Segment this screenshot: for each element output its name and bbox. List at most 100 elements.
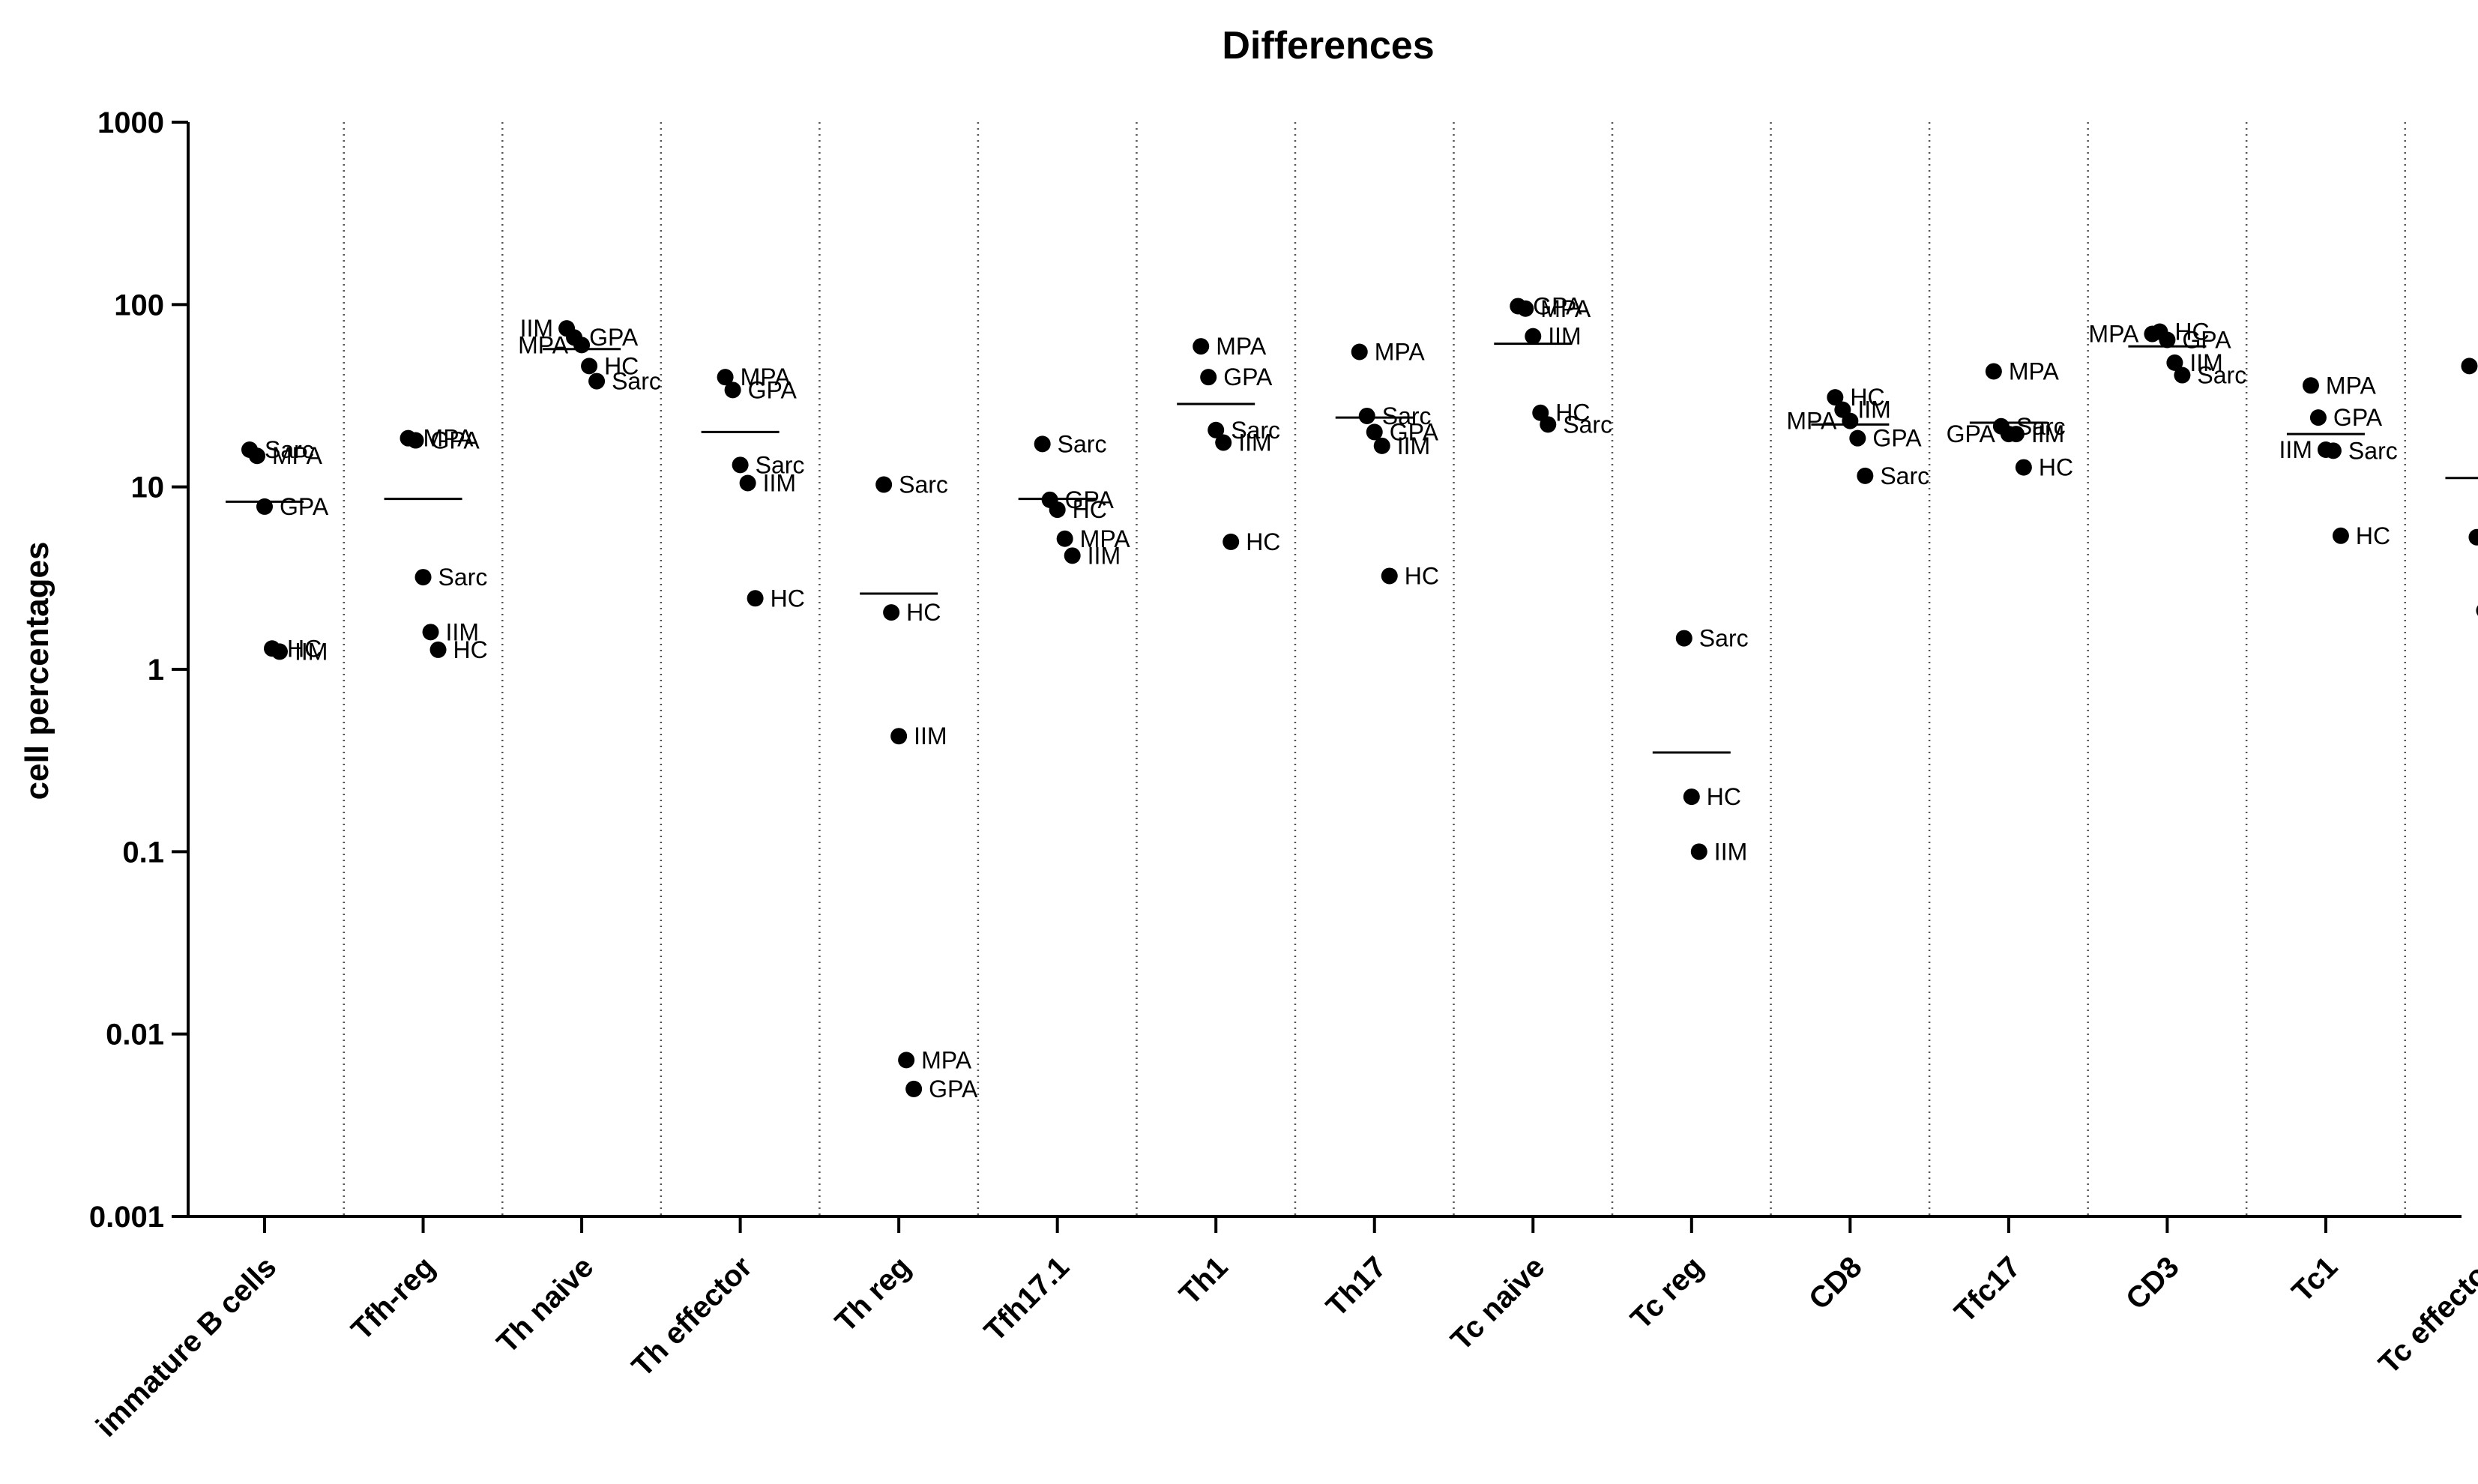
y-tick-label: 1 bbox=[148, 654, 164, 687]
point-label: IIM bbox=[2031, 420, 2064, 447]
point-label: IIM bbox=[446, 618, 479, 645]
x-tick-label: Tc effector bbox=[2372, 1250, 2478, 1381]
data-point bbox=[747, 590, 764, 607]
point-label: HC bbox=[604, 352, 639, 379]
point-label: MPA bbox=[518, 331, 569, 358]
point-label: MPA bbox=[1216, 333, 1267, 360]
data-point bbox=[1842, 412, 1859, 429]
group-tfc17: MPA Sarc GPA IIM HC bbox=[1947, 358, 2073, 481]
y-tick-label: 10 bbox=[131, 471, 165, 504]
data-point bbox=[1200, 369, 1217, 386]
point-label: HC bbox=[1555, 399, 1590, 426]
y-tick-label: 0.001 bbox=[89, 1201, 164, 1234]
data-point bbox=[1366, 423, 1383, 441]
point-label: HC bbox=[453, 636, 488, 663]
point-label: MPA bbox=[1080, 525, 1131, 552]
point-label: IIM bbox=[1088, 542, 1121, 569]
point-label: Sarc bbox=[1382, 402, 1432, 429]
data-point bbox=[1683, 788, 1700, 806]
point-label: MPA bbox=[1786, 408, 1837, 435]
point-label: HC bbox=[1246, 528, 1280, 555]
point-label: IIM bbox=[295, 638, 328, 665]
data-point bbox=[271, 643, 288, 660]
data-point bbox=[2166, 354, 2183, 371]
point-label: MPA bbox=[921, 1046, 972, 1073]
point-label: GPA bbox=[1872, 425, 1922, 452]
y-ticks: 1000 100 10 1 0.1 0.01 0.001 bbox=[89, 106, 188, 1234]
data-point bbox=[1675, 630, 1692, 647]
point-label: Sarc bbox=[612, 368, 661, 395]
data-point bbox=[1351, 343, 1368, 361]
data-point bbox=[1381, 567, 1398, 585]
point-label: HC bbox=[771, 585, 805, 612]
data-point bbox=[581, 358, 598, 375]
group-tc-reg: Sarc HC IIM bbox=[1652, 625, 1749, 865]
data-point bbox=[724, 381, 741, 399]
data-point bbox=[1208, 421, 1225, 438]
data-point bbox=[732, 456, 749, 474]
data-point bbox=[2476, 605, 2478, 616]
data-point bbox=[573, 337, 591, 354]
data-point bbox=[875, 476, 893, 493]
data-point bbox=[1223, 533, 1240, 550]
y-tick-label: 0.1 bbox=[122, 836, 164, 869]
data-point bbox=[883, 604, 900, 621]
point-label: HC bbox=[2356, 522, 2390, 549]
data-point bbox=[2332, 527, 2349, 544]
point-label: GPA bbox=[1223, 364, 1273, 390]
point-label: IIM bbox=[1548, 323, 1581, 350]
point-label: IIM bbox=[914, 723, 947, 749]
point-label: IIM bbox=[1238, 429, 1271, 456]
data-point bbox=[1064, 547, 1081, 564]
data-point bbox=[588, 372, 606, 390]
point-label: GPA bbox=[2333, 404, 2383, 431]
point-label: HC bbox=[2039, 454, 2073, 481]
point-label: GPA bbox=[748, 376, 798, 403]
point-label: IIM bbox=[1857, 396, 1890, 423]
data-point bbox=[1517, 300, 1534, 317]
y-tick-label: 1000 bbox=[97, 106, 164, 139]
point-label: Sarc bbox=[1880, 462, 1929, 489]
data-point bbox=[422, 624, 439, 641]
x-tick-label: Tc1 bbox=[2286, 1250, 2345, 1309]
x-tick-label: immature B cells bbox=[90, 1250, 283, 1443]
x-ticks: immature B cells Tfh-reg Th naive Th effect… bbox=[90, 1216, 2478, 1444]
data-point bbox=[429, 641, 447, 658]
data-point bbox=[2015, 459, 2032, 476]
point-label: Sarc bbox=[1699, 625, 1749, 652]
x-tick-label: Th17 bbox=[1320, 1250, 1393, 1323]
data-point bbox=[1690, 843, 1707, 860]
point-label: MPA bbox=[741, 364, 792, 390]
point-label: Sarc bbox=[1231, 417, 1280, 444]
point-label: HC bbox=[1073, 496, 1107, 523]
data-point bbox=[1849, 429, 1866, 447]
point-label: GPA bbox=[1947, 420, 1996, 447]
x-tick-label: Tc reg bbox=[1624, 1250, 1710, 1336]
data-point bbox=[1215, 434, 1232, 451]
data-point bbox=[1532, 404, 1549, 421]
point-label: HC bbox=[1707, 783, 1741, 810]
x-tick-label: Tfh-reg bbox=[345, 1250, 441, 1347]
point-label: MPA bbox=[423, 425, 474, 452]
x-tick-label: Tfc17 bbox=[1948, 1250, 2027, 1329]
point-label: IIM bbox=[1714, 838, 1747, 865]
data-point bbox=[717, 369, 734, 386]
data-point bbox=[1985, 363, 2002, 380]
data-point bbox=[2007, 426, 2025, 443]
data-point bbox=[2461, 358, 2478, 375]
point-label: Sarc bbox=[2348, 437, 2398, 464]
data-point bbox=[898, 1052, 915, 1069]
point-label: HC bbox=[1850, 384, 1884, 411]
data-point bbox=[414, 569, 432, 586]
data-point bbox=[2324, 442, 2342, 459]
data-point bbox=[1049, 501, 1066, 519]
point-label: GPA bbox=[929, 1076, 978, 1103]
